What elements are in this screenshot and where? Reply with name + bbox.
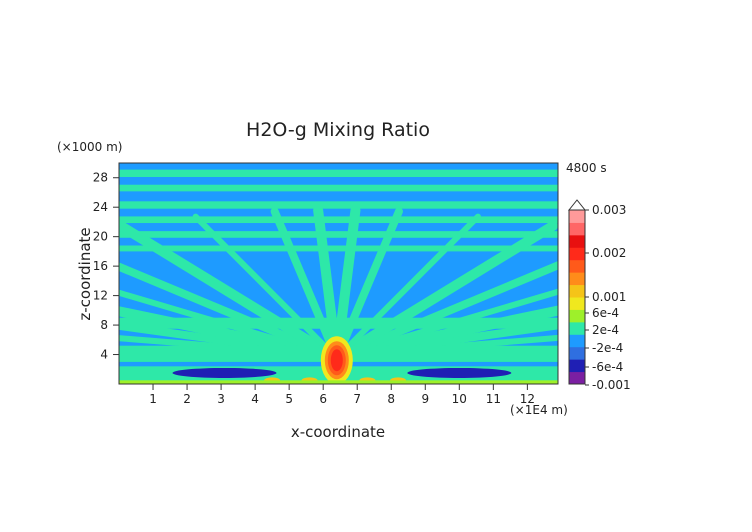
colorbar-extend-arrow (567, 199, 587, 211)
field-band (119, 289, 311, 352)
field-band (119, 231, 558, 238)
field-band (119, 321, 304, 355)
time-label: 4800 s (566, 161, 607, 175)
colorbar-tick-label: 0.002 (592, 246, 626, 260)
y-tick-label: 20 (93, 230, 108, 244)
y-tick-label: 16 (93, 259, 108, 273)
field-band (119, 245, 558, 252)
x-tick-label: 11 (486, 392, 501, 406)
colorbar-swatch (569, 284, 585, 298)
colorbar-swatch (569, 346, 585, 360)
x-tick-label: 7 (353, 392, 361, 406)
colorbar-tick-label: -6e-4 (592, 360, 623, 374)
y-tick-label: 24 (93, 200, 108, 214)
colorbar-swatch (569, 259, 585, 273)
field-band (119, 317, 558, 329)
x-tick-label: 3 (217, 392, 225, 406)
x-tick-label: 10 (452, 392, 467, 406)
y-tick-label: 4 (100, 348, 108, 362)
x-tick-label: 2 (183, 392, 191, 406)
x-tick-label: 1 (149, 392, 157, 406)
colorbar-swatch (569, 247, 585, 261)
y-tick-label: 8 (100, 318, 108, 332)
x-tick-label: 12 (520, 392, 535, 406)
maximum-region (330, 349, 343, 372)
x-unit-label: (×1E4 m) (510, 403, 568, 417)
colorbar-tick-label: 2e-4 (592, 323, 619, 337)
x-tick-label: 6 (319, 392, 327, 406)
x-tick-label: 9 (421, 392, 429, 406)
y-axis: 4 8 12 16 20 24 28 (93, 171, 119, 362)
field-band (119, 262, 317, 352)
field-band (370, 321, 558, 355)
colorbar-swatch (569, 297, 585, 310)
field-band (119, 184, 558, 192)
colorbar-swatch (569, 359, 585, 373)
colorbar-swatch (569, 309, 585, 323)
y-tick-label: 28 (93, 171, 108, 185)
field-band (119, 306, 308, 355)
x-axis-title: x-coordinate (291, 423, 385, 441)
colorbar-swatch (569, 334, 585, 348)
colorbar-swatch (569, 272, 585, 286)
x-axis: 1 2 3 4 5 6 7 8 9 10 11 12 (149, 384, 535, 406)
minimum-region (407, 367, 512, 378)
x-tick-label: 5 (285, 392, 293, 406)
field-band (119, 216, 558, 224)
colorbar-swatch (569, 371, 585, 385)
colorbar-tick-label: 6e-4 (592, 306, 619, 320)
contour-field (119, 169, 558, 384)
colorbar-tick-label: -2e-4 (592, 341, 623, 355)
colorbar-swatch (569, 234, 585, 248)
chart-title: H2O-g Mixing Ratio (246, 119, 430, 141)
x-tick-label: 4 (251, 392, 259, 406)
surface-strip (119, 380, 558, 384)
field-band (365, 305, 558, 355)
y-unit-label: (×1000 m) (57, 140, 122, 154)
colorbar-tick-label: -0.001 (592, 378, 631, 392)
minimum-region (172, 367, 277, 378)
field-band (119, 201, 558, 209)
field-band (357, 261, 558, 352)
colorbar-tick-label: 0.001 (592, 290, 626, 304)
field-band (119, 169, 558, 177)
colorbar-swatch (569, 210, 585, 223)
colorbar-swatch (569, 222, 585, 236)
field-band (363, 288, 558, 352)
y-axis-title: z-coordinate (76, 227, 94, 320)
colorbar-tick-label: 0.003 (592, 203, 626, 217)
x-tick-label: 8 (387, 392, 395, 406)
colorbar: 0.003 0.002 0.001 6e-4 2e-4 -2e-4 -6e-4 -0.001 (567, 199, 631, 392)
y-tick-label: 12 (93, 289, 108, 303)
colorbar-swatch (569, 321, 585, 335)
plot-frame (118, 162, 559, 385)
